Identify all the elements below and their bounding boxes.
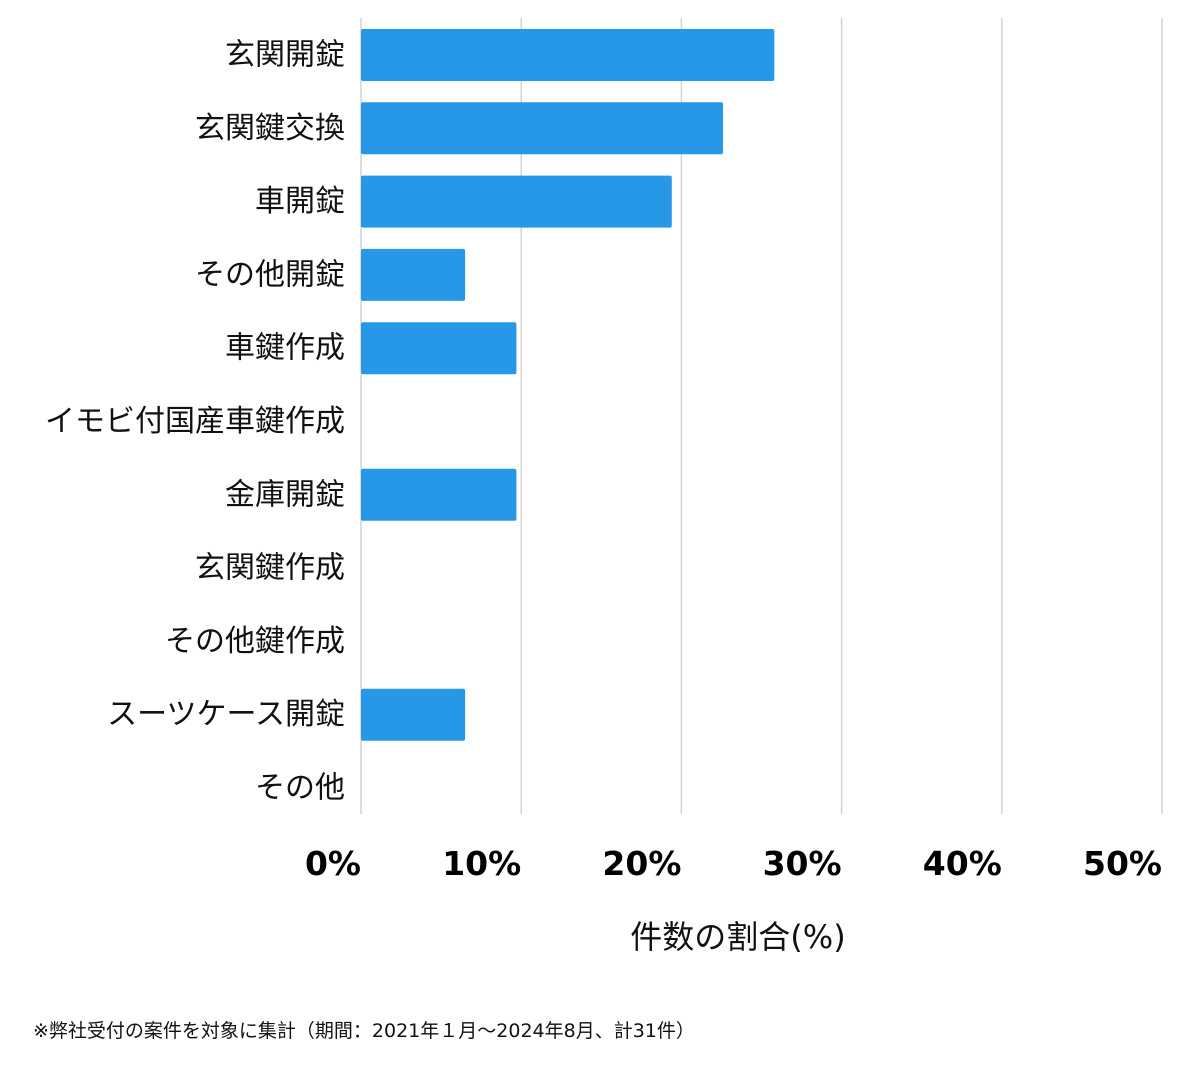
bar xyxy=(361,688,466,741)
category-label: 金庫開錠 xyxy=(225,477,345,512)
bars xyxy=(361,29,775,741)
category-labels: 玄関開錠玄関鍵交換車開錠その他開錠車鍵作成イモビ付国産車鍵作成金庫開錠玄関鍵作成… xyxy=(45,38,345,806)
category-label: 玄関開錠 xyxy=(225,38,345,73)
bar xyxy=(361,248,466,301)
category-label: その他 xyxy=(255,771,345,806)
x-tick-label: 50% xyxy=(1083,844,1162,883)
category-label: スーツケース開錠 xyxy=(107,697,345,732)
bar xyxy=(361,468,517,521)
category-label: 車鍵作成 xyxy=(225,331,345,366)
category-label: イモビ付国産車鍵作成 xyxy=(45,404,345,439)
x-tick-label: 10% xyxy=(442,844,521,883)
category-label: その他開錠 xyxy=(195,257,345,292)
bar xyxy=(361,102,724,155)
bar xyxy=(361,175,672,228)
x-tick-label: 30% xyxy=(763,844,842,883)
category-label: 玄関鍵交換 xyxy=(195,111,345,146)
footnote: ※弊社受付の案件を対象に集計（期間：2021年１月～2024年8月、計31件） xyxy=(33,1020,695,1042)
category-label: 玄関鍵作成 xyxy=(195,551,345,586)
category-label: その他鍵作成 xyxy=(165,624,345,659)
bar xyxy=(361,29,775,81)
x-tick-label: 40% xyxy=(923,844,1002,883)
x-tick-label: 20% xyxy=(602,844,681,883)
category-label: 車開錠 xyxy=(255,184,345,219)
x-tick-labels: 0% 10% 20% 30% 40% 50% xyxy=(305,844,1162,883)
bar xyxy=(361,322,517,375)
x-axis-title: 件数の割合(%) xyxy=(630,918,845,956)
x-tick-label: 0% xyxy=(305,844,361,883)
